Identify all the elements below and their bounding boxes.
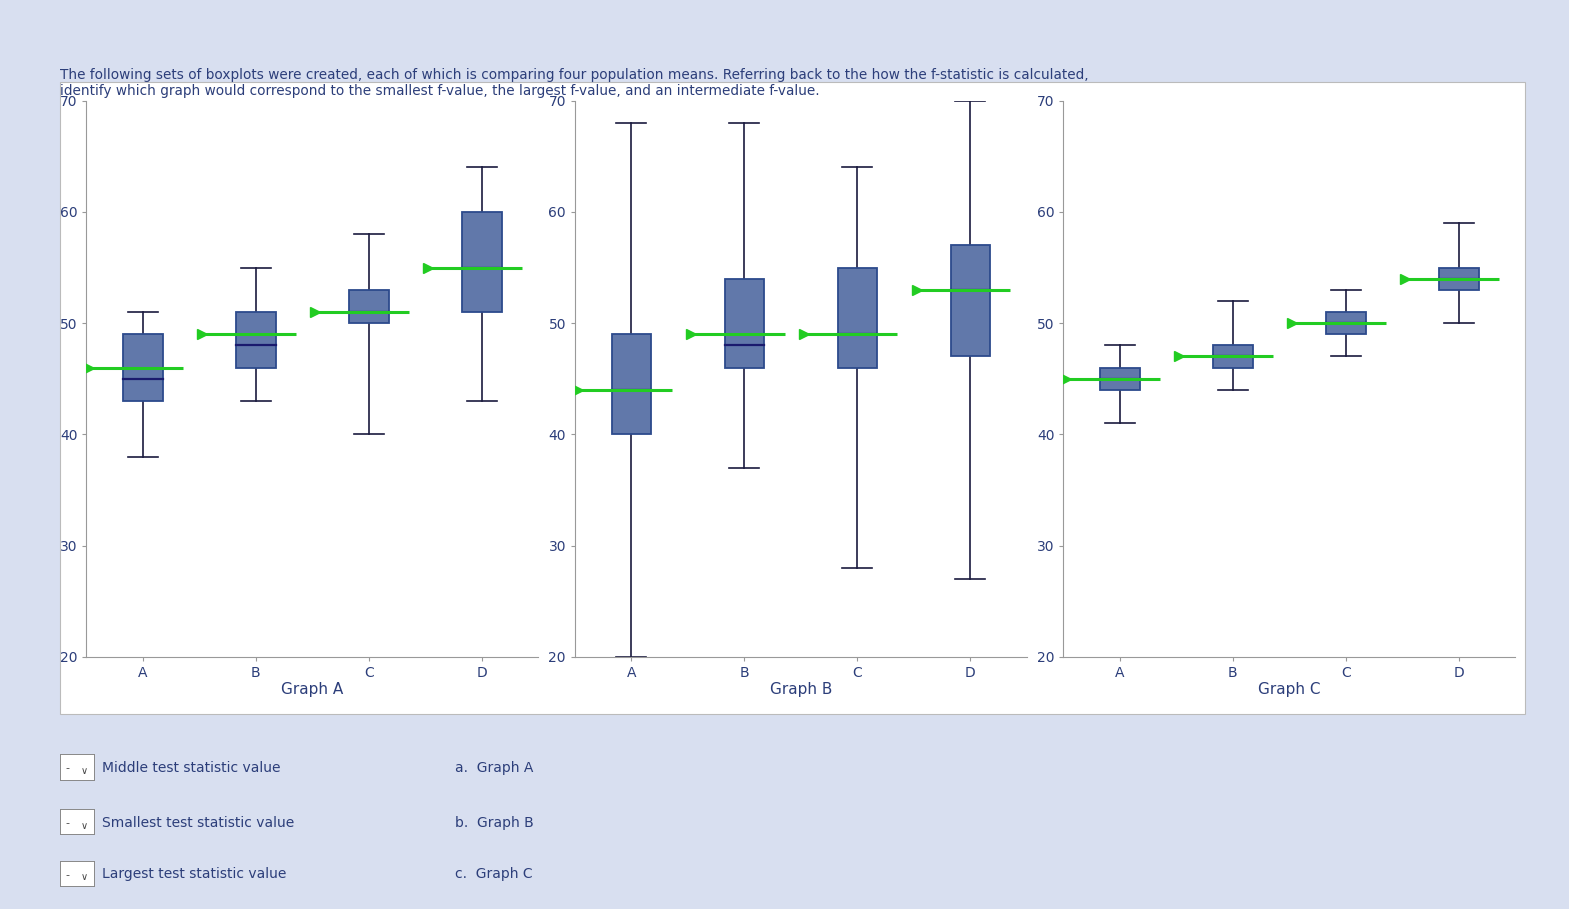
Text: Middle test statistic value: Middle test statistic value [102, 761, 281, 775]
Text: a.  Graph A: a. Graph A [455, 761, 533, 775]
Text: -: - [66, 870, 69, 880]
Bar [951, 245, 990, 356]
Text: Smallest test statistic value: Smallest test statistic value [102, 815, 295, 830]
Text: ∨: ∨ [82, 821, 88, 831]
Bar [1213, 345, 1252, 367]
Text: c.  Graph C: c. Graph C [455, 867, 532, 882]
Bar [1326, 312, 1365, 335]
Bar [1100, 367, 1139, 390]
Text: -: - [66, 764, 69, 774]
Bar [350, 290, 389, 323]
Text: Graph C: Graph C [1258, 682, 1321, 697]
Text: ∨: ∨ [82, 766, 88, 776]
Bar [1439, 267, 1478, 290]
Text: b.  Graph B: b. Graph B [455, 815, 533, 830]
Text: Graph B: Graph B [770, 682, 832, 697]
Text: -: - [66, 818, 69, 828]
Bar [124, 335, 163, 401]
Text: The following sets of boxplots were created, each of which is comparing four pop: The following sets of boxplots were crea… [60, 68, 1089, 98]
Bar [237, 312, 276, 367]
Bar [725, 279, 764, 367]
Bar [838, 267, 877, 367]
Bar [463, 212, 502, 312]
Bar [612, 335, 651, 435]
Text: Graph A: Graph A [281, 682, 344, 697]
Text: ∨: ∨ [82, 873, 88, 883]
Text: Largest test statistic value: Largest test statistic value [102, 867, 287, 882]
